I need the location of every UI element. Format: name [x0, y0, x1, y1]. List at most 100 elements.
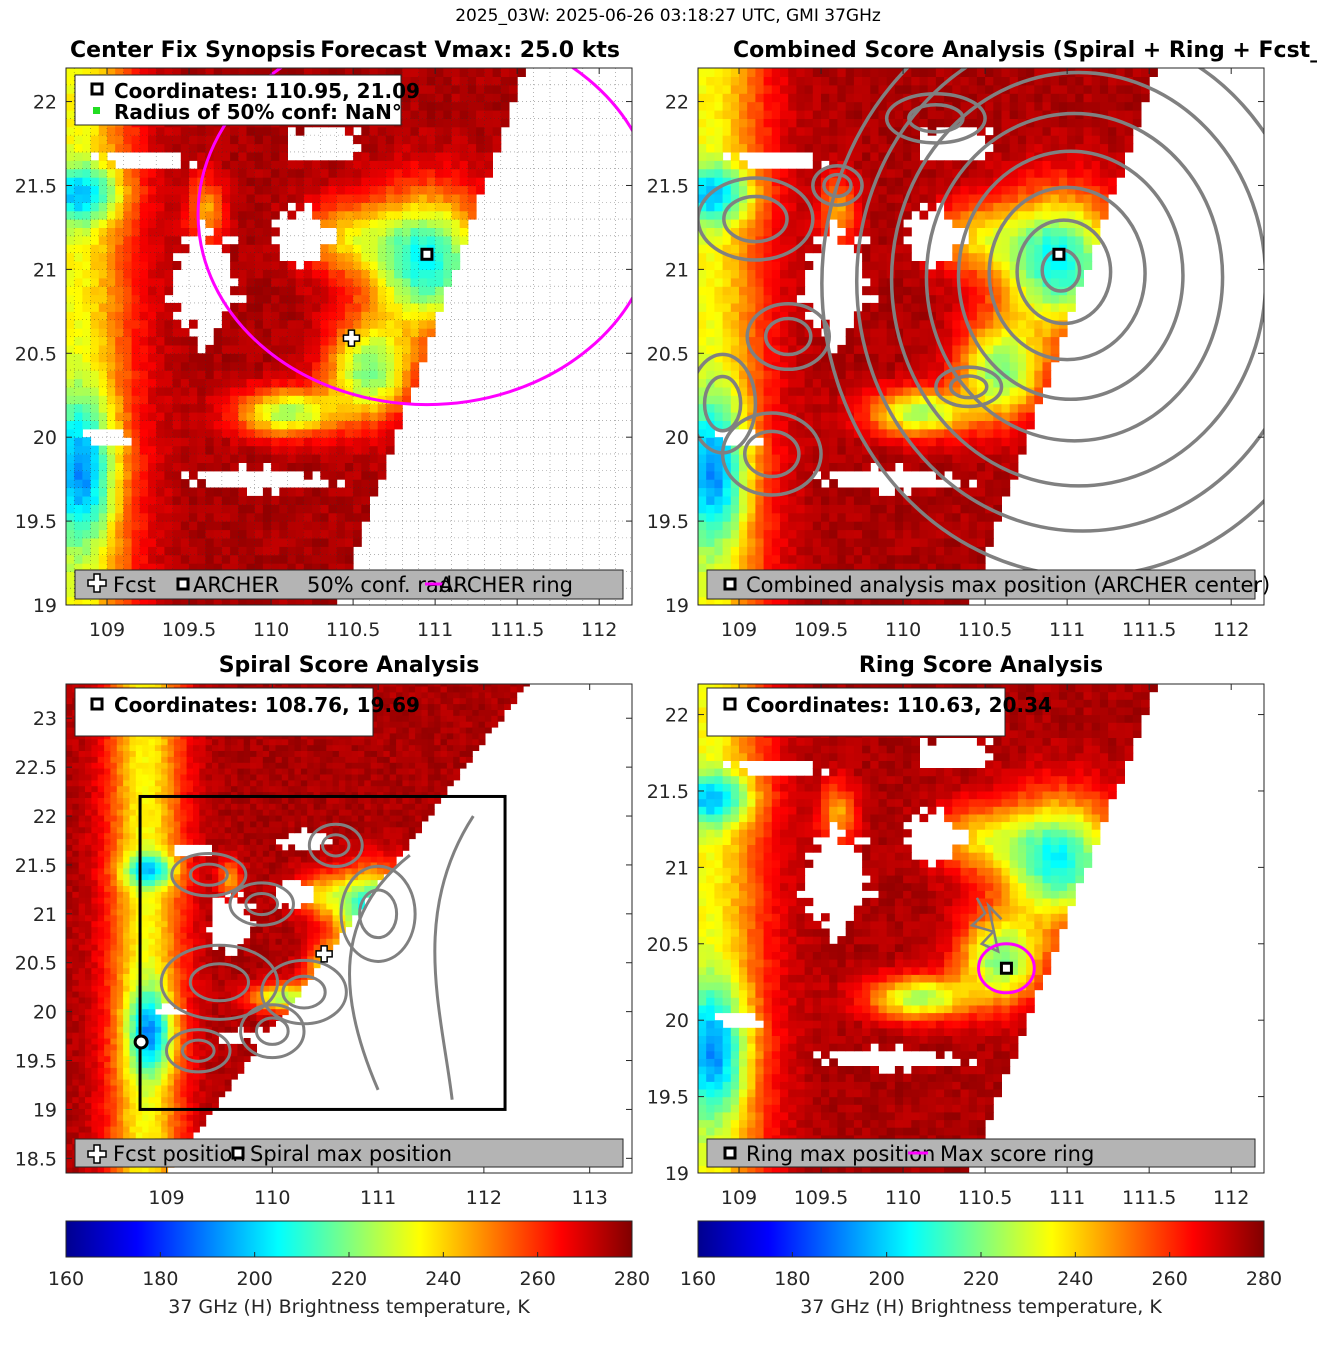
tb-cell	[821, 462, 830, 472]
tb-cell	[952, 76, 961, 86]
tb-cell	[66, 135, 75, 145]
tb-cell	[148, 336, 157, 346]
axes-frame	[65, 67, 633, 606]
tb-cell	[82, 395, 92, 405]
tb-cell	[812, 420, 822, 430]
tb-cell	[788, 193, 797, 203]
tb-cell	[90, 143, 100, 153]
tb-cell	[271, 151, 280, 161]
tb-cell	[426, 168, 436, 178]
tb-cell	[821, 101, 830, 111]
tb-cell	[254, 219, 264, 228]
tb-cell	[312, 361, 321, 371]
tb-cell	[197, 151, 206, 161]
tb-cell	[213, 521, 223, 531]
tb-cell	[853, 596, 863, 605]
tb-cell	[221, 126, 231, 136]
tb-cell	[123, 261, 133, 270]
tb-cell	[985, 177, 994, 187]
tb-cell	[295, 302, 305, 312]
tb-cell	[320, 403, 329, 413]
tb-cell	[254, 596, 264, 605]
tb-cell	[771, 378, 781, 388]
tb-cell	[320, 294, 329, 304]
tb-cell	[74, 336, 83, 346]
tb-cell	[903, 210, 912, 220]
tb-cell	[812, 428, 822, 438]
tb-cell	[837, 437, 847, 447]
tb-cell	[353, 160, 362, 170]
tb-cell	[960, 319, 970, 329]
tb-cell	[377, 68, 387, 77]
tb-cell	[755, 118, 765, 128]
tb-cell	[845, 537, 855, 547]
tb-cell	[788, 219, 797, 228]
tb-cell	[829, 93, 838, 103]
tb-cell	[812, 479, 822, 489]
tb-cell	[312, 277, 321, 287]
tb-cell	[739, 219, 748, 228]
tb-cell	[952, 344, 961, 354]
tb-cell	[837, 235, 847, 245]
tb-cell	[230, 445, 239, 455]
tb-cell	[459, 93, 469, 103]
tb-cell	[829, 554, 838, 564]
tb-cell	[1009, 151, 1019, 161]
tb-cell	[927, 76, 937, 86]
tb-cell	[853, 403, 863, 413]
tb-cell	[312, 336, 321, 346]
tb-cell	[271, 512, 280, 522]
tb-cell	[1001, 454, 1011, 463]
tb-cell	[148, 596, 157, 605]
tb-cell	[870, 311, 879, 321]
tb-cell	[139, 462, 149, 472]
tb-cell	[279, 286, 288, 296]
tb-cell	[131, 428, 141, 438]
tb-cell	[927, 412, 937, 421]
tb-cell	[747, 269, 756, 279]
tb-cell	[730, 261, 740, 270]
tb-cell	[960, 378, 970, 388]
tb-cell	[870, 168, 879, 178]
tb-cell	[336, 261, 346, 270]
tb-cell	[935, 118, 945, 128]
tb-cell	[197, 126, 206, 136]
tb-cell	[829, 353, 838, 363]
tb-cell	[796, 269, 806, 279]
tb-cell	[952, 420, 961, 430]
tb-cell	[402, 269, 411, 279]
tb-cell	[394, 202, 403, 212]
tb-cell	[919, 193, 929, 203]
tb-cell	[271, 420, 280, 430]
tb-cell	[1009, 235, 1019, 245]
tb-cell	[985, 479, 994, 489]
tb-cell	[139, 269, 149, 279]
tb-cell	[730, 386, 740, 396]
tb-cell	[377, 454, 387, 463]
tb-cell	[74, 361, 83, 371]
tb-cell	[935, 286, 945, 296]
tb-cell	[189, 353, 198, 363]
tb-cell	[435, 143, 444, 153]
tb-cell	[935, 563, 945, 572]
tb-cell	[123, 235, 133, 245]
tb-cell	[976, 252, 986, 262]
tb-cell	[698, 579, 707, 589]
tb-cell	[476, 110, 485, 119]
tb-cell	[467, 68, 477, 77]
tb-cell	[90, 487, 100, 497]
tb-cell	[730, 328, 740, 338]
tb-cell	[238, 546, 247, 556]
tb-cell	[115, 529, 124, 539]
tb-cell	[123, 395, 133, 405]
tb-cell	[303, 302, 313, 312]
tb-cell	[698, 210, 707, 220]
tb-cell	[755, 537, 765, 547]
tb-cell	[295, 504, 305, 514]
tb-cell	[435, 219, 444, 228]
tb-cell	[788, 395, 797, 405]
tb-cell	[377, 252, 387, 262]
tb-cell	[878, 294, 888, 304]
tb-cell	[862, 336, 871, 346]
tb-cell	[812, 227, 822, 237]
